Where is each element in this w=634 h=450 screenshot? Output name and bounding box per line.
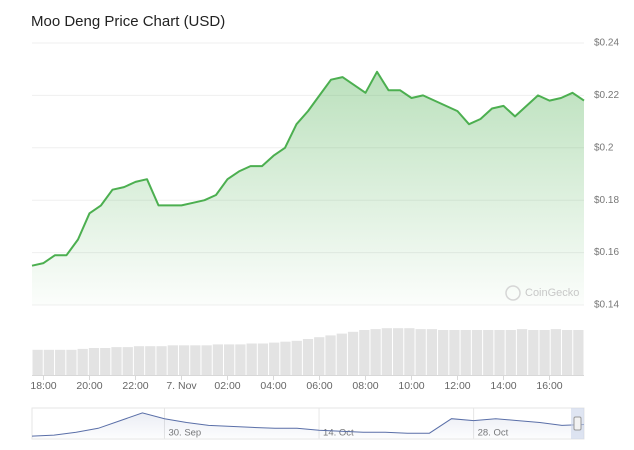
volume-bar xyxy=(370,329,381,375)
volume-bar xyxy=(88,348,100,375)
volume-bar xyxy=(561,330,573,375)
x-tick-label: 18:00 xyxy=(30,380,56,392)
volume-bar xyxy=(347,331,359,375)
volume-bar xyxy=(133,346,145,375)
volume-bar xyxy=(516,329,528,375)
volume-bar xyxy=(257,343,269,375)
volume-bar xyxy=(111,347,122,375)
volume-bar xyxy=(336,333,347,375)
volume-bar xyxy=(314,337,325,375)
volume-bar xyxy=(280,341,291,375)
volume-bar xyxy=(212,344,224,375)
volume-bar xyxy=(505,330,516,375)
volume-bar xyxy=(415,329,426,375)
volume-bar xyxy=(167,345,178,375)
volume-bar xyxy=(494,330,505,375)
x-tick-label: 7. Nov xyxy=(166,380,197,392)
x-tick-label: 14:00 xyxy=(490,380,516,392)
navigator-grip[interactable] xyxy=(573,416,582,431)
volume-bar xyxy=(122,347,133,375)
price-line xyxy=(31,70,585,267)
volume-bar xyxy=(302,339,314,375)
volume-bar xyxy=(528,330,539,375)
x-tick-label: 04:00 xyxy=(260,380,286,392)
y-tick-label: $0.16 xyxy=(594,247,619,258)
x-tick-label: 02:00 xyxy=(214,380,240,392)
volume-bar xyxy=(325,335,336,375)
volume-bar xyxy=(483,330,494,375)
plot xyxy=(31,70,585,305)
x-tick-label: 06:00 xyxy=(306,380,332,392)
navigator-line xyxy=(31,412,585,437)
volume-bar xyxy=(66,349,77,375)
y-tick-label: $0.2 xyxy=(594,142,614,153)
volume-bar xyxy=(145,346,156,375)
volume-bar xyxy=(235,344,246,375)
x-tick-label: 08:00 xyxy=(352,380,378,392)
volume-bar xyxy=(100,348,111,375)
volume-bar xyxy=(426,329,438,375)
volume-bar xyxy=(190,345,201,375)
navigator-handle[interactable] xyxy=(571,408,584,439)
watermark: CoinGecko xyxy=(505,285,579,301)
volume-bar xyxy=(438,330,449,375)
volume-bars xyxy=(32,328,584,375)
volume-bar xyxy=(269,342,280,375)
chart-title: Moo Deng Price Chart (USD) xyxy=(31,13,225,30)
volume-bar xyxy=(404,328,415,375)
volume-bar xyxy=(381,328,392,375)
navigator: 30. Sep14. Oct28. Oct xyxy=(31,407,585,440)
y-tick-label: $0.24 xyxy=(594,38,619,49)
y-tick-label: $0.22 xyxy=(594,90,619,101)
volume-bar xyxy=(449,330,460,375)
volume-bar xyxy=(201,345,212,375)
volume-bar xyxy=(43,349,55,375)
watermark-logo xyxy=(505,285,521,301)
y-tick-label: $0.18 xyxy=(594,195,619,206)
x-tick-label: 20:00 xyxy=(76,380,102,392)
x-tick-label: 10:00 xyxy=(398,380,424,392)
watermark-text: CoinGecko xyxy=(525,287,579,299)
volume-bar xyxy=(32,349,43,375)
volume-bar xyxy=(55,349,66,375)
volume-bar xyxy=(392,328,404,375)
volume-bar xyxy=(224,344,235,375)
x-tick-label: 12:00 xyxy=(444,380,470,392)
volume-bar xyxy=(539,330,550,375)
volume-bar xyxy=(246,343,257,375)
volume-bar xyxy=(178,345,190,375)
volume-bar xyxy=(460,330,471,375)
x-tick-label: 16:00 xyxy=(536,380,562,392)
volume-bar xyxy=(156,346,167,375)
volume-bar xyxy=(471,330,483,375)
volume-bar xyxy=(291,340,302,375)
navigator-area xyxy=(32,412,584,438)
volume-bar xyxy=(77,348,88,375)
volume-bar xyxy=(550,329,561,375)
price-area xyxy=(32,71,584,305)
y-tick-label: $0.14 xyxy=(594,300,619,311)
x-tick-label: 22:00 xyxy=(122,380,148,392)
volume-bar xyxy=(359,330,370,375)
volume-bar xyxy=(573,330,584,375)
